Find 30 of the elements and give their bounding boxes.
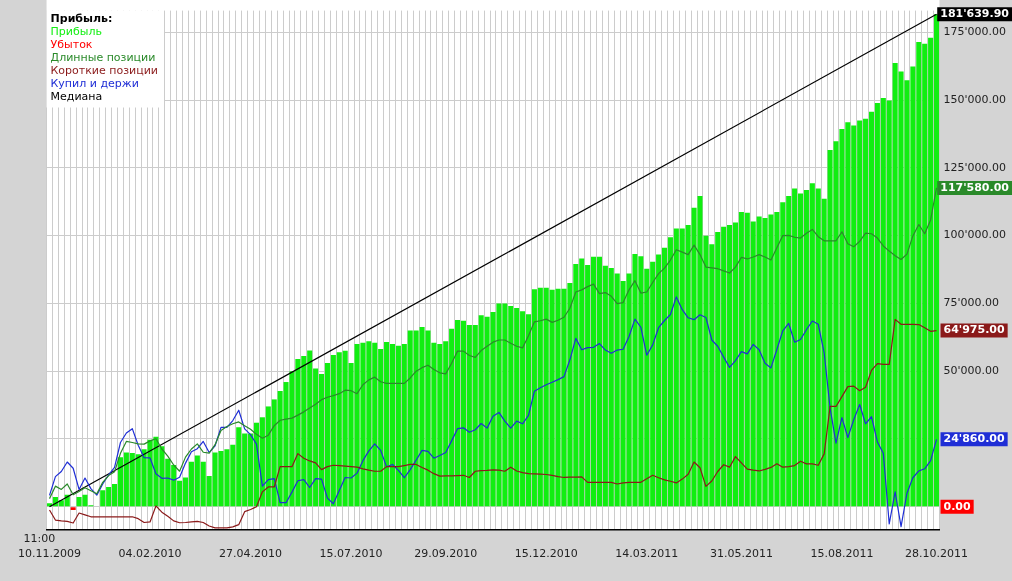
annotation: 0.00 bbox=[943, 499, 972, 513]
annotation: 117'580.00 bbox=[940, 180, 1010, 194]
y-tick-label: 150'000.00 bbox=[943, 92, 1007, 106]
annotation: 181'639.90 bbox=[940, 7, 1010, 21]
y-tick-label: 175'000.00 bbox=[943, 25, 1007, 39]
annotation: 24'860.00 bbox=[943, 432, 1005, 446]
x-tick-label: 15.08.2011 bbox=[810, 547, 874, 561]
y-tick-label: 75'000.00 bbox=[943, 296, 1000, 310]
x-tick-label: 15.07.2010 bbox=[319, 547, 383, 561]
text: Длинные позиции bbox=[50, 50, 156, 64]
text: 11:00 bbox=[23, 532, 56, 546]
x-tick-label: 15.12.2010 bbox=[514, 547, 578, 561]
y-tick-label: 125'000.00 bbox=[943, 160, 1007, 174]
annotation: 64'975.00 bbox=[943, 323, 1005, 337]
text: Купил и держи bbox=[50, 76, 139, 90]
text: Короткие позиции bbox=[50, 63, 158, 77]
x-tick-label: 04.02.2010 bbox=[118, 547, 182, 561]
x-tick-label: 10.11.2009 bbox=[18, 547, 81, 561]
text: Убыток bbox=[50, 37, 93, 51]
y-tick-label: 50'000.00 bbox=[943, 364, 1000, 378]
legend-title: Прибыль: bbox=[50, 11, 113, 25]
x-tick-label: 29.09.2010 bbox=[414, 547, 478, 561]
text: Медиана bbox=[50, 89, 103, 103]
bar bbox=[70, 507, 76, 511]
x-tick-label: 28.10.2011 bbox=[905, 547, 969, 561]
x-tick-label: 27.04.2010 bbox=[219, 547, 283, 561]
x-tick-label: 31.05.2011 bbox=[709, 547, 773, 561]
text: Прибыль bbox=[50, 24, 102, 38]
x-tick-label: 14.03.2011 bbox=[615, 547, 679, 561]
y-tick-label: 100'000.00 bbox=[943, 228, 1007, 242]
